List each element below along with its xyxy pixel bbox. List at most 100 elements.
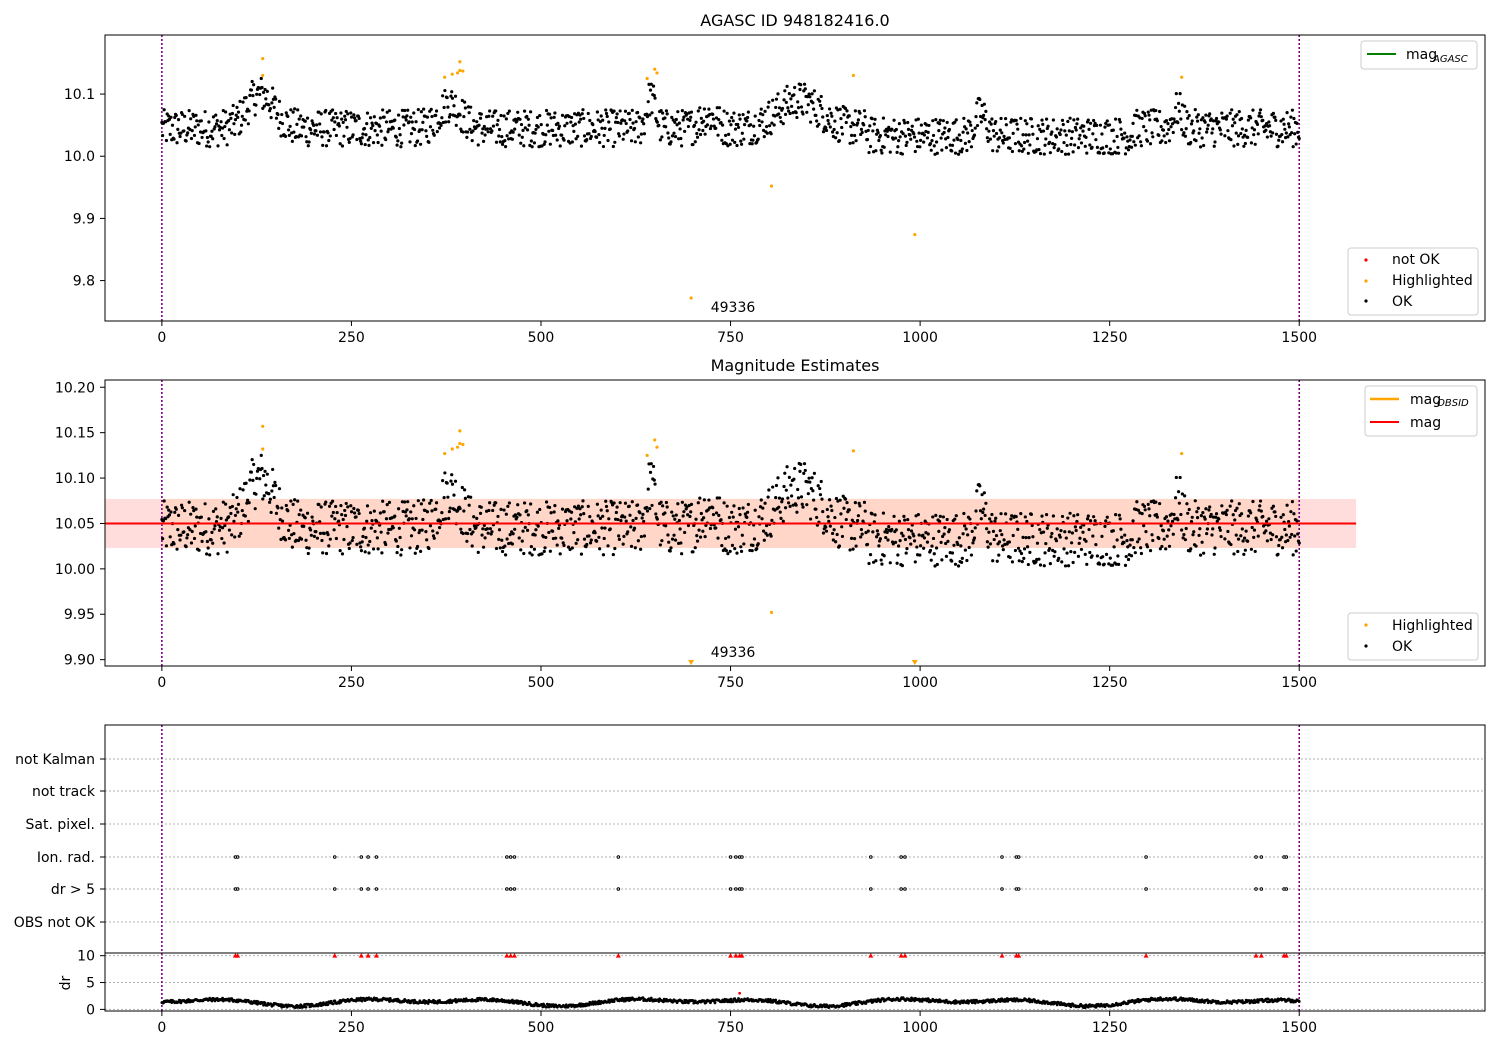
ok-point	[575, 506, 579, 510]
ok-point	[391, 526, 395, 530]
ok-point	[1050, 130, 1054, 134]
ok-point	[666, 533, 670, 537]
dr-point	[302, 1005, 306, 1009]
ok-point	[178, 134, 182, 139]
x-tick-label: 500	[528, 1020, 555, 1036]
ok-point	[1246, 539, 1250, 543]
ok-point	[821, 509, 825, 514]
ok-point	[893, 540, 898, 544]
ok-point	[573, 122, 577, 126]
ok-point	[269, 116, 273, 120]
ok-point	[466, 531, 470, 536]
ok-point	[161, 537, 165, 541]
ok-point	[360, 136, 364, 140]
ok-point	[780, 106, 785, 111]
ok-point	[503, 544, 507, 548]
ok-point	[439, 123, 443, 127]
ok-point	[802, 471, 806, 475]
ok-point	[334, 111, 338, 116]
ok-point	[582, 116, 586, 121]
ok-point	[566, 545, 571, 549]
ok-point	[286, 509, 290, 513]
ok-point	[938, 514, 942, 518]
ok-point	[1161, 128, 1166, 132]
ok-point	[837, 544, 842, 548]
ok-point	[1235, 506, 1239, 510]
ok-point	[783, 506, 788, 510]
ok-point	[471, 530, 475, 534]
ok-point	[326, 131, 330, 135]
ok-point	[1280, 535, 1284, 539]
ok-point	[1267, 120, 1271, 124]
ok-point	[1017, 149, 1021, 153]
ok-point	[405, 508, 409, 512]
highlighted-point	[455, 445, 460, 449]
ok-point	[410, 517, 414, 521]
ok-point	[781, 519, 785, 523]
ok-point	[568, 547, 572, 552]
ok-point	[820, 106, 824, 111]
ok-point	[601, 514, 605, 518]
ok-point	[299, 537, 304, 541]
ok-point	[461, 130, 465, 134]
legend-mag-obsid-label: mag	[1410, 392, 1441, 408]
ok-point	[254, 492, 258, 496]
ok-point	[253, 507, 257, 511]
ok-point	[886, 134, 890, 139]
ok-point	[691, 142, 695, 147]
ok-point	[337, 519, 341, 523]
ok-point	[359, 139, 363, 143]
ok-point	[523, 525, 527, 529]
ok-point	[968, 120, 972, 124]
ok-point	[1095, 123, 1099, 127]
ok-point	[763, 109, 767, 113]
ok-point	[777, 505, 781, 509]
ok-point	[277, 99, 282, 103]
ok-point	[184, 139, 188, 143]
ok-point	[538, 113, 542, 118]
ok-point	[1090, 145, 1094, 149]
ok-point	[601, 144, 606, 149]
ok-point	[1135, 108, 1139, 112]
ok-point	[840, 534, 845, 539]
ok-point	[1185, 110, 1189, 114]
ok-point	[447, 516, 451, 521]
ok-point	[1040, 118, 1044, 122]
ok-point	[1195, 119, 1200, 123]
ok-point	[382, 510, 386, 514]
ok-point	[357, 511, 361, 516]
ok-point	[947, 127, 952, 132]
ok-point	[272, 495, 276, 500]
ok-point	[373, 129, 377, 133]
ok-point	[876, 131, 880, 135]
ok-point	[722, 109, 726, 113]
dr-point	[988, 1000, 992, 1004]
ok-point	[1076, 554, 1081, 558]
ok-point	[1074, 128, 1078, 132]
ok-point	[175, 547, 179, 551]
ok-point	[1026, 562, 1030, 567]
ok-point	[614, 116, 618, 120]
ok-point	[645, 112, 649, 116]
ok-point	[1114, 513, 1118, 517]
panel1-annotation: 49336	[711, 300, 756, 316]
ok-point	[293, 107, 297, 111]
ok-point	[548, 142, 552, 146]
ok-point	[835, 532, 839, 537]
ok-point	[1243, 536, 1247, 540]
ok-point	[802, 462, 807, 466]
ok-point	[1144, 530, 1148, 534]
ok-point	[1261, 514, 1265, 519]
ok-point	[532, 141, 537, 145]
ok-point	[954, 514, 958, 518]
panel4-plot-area	[105, 953, 1485, 1011]
ok-point	[404, 118, 408, 122]
ok-point	[735, 551, 739, 555]
ok-point	[746, 110, 750, 114]
ok-point	[604, 108, 608, 112]
ok-point	[194, 507, 198, 511]
ok-point	[386, 531, 390, 535]
ok-point	[1077, 137, 1081, 141]
ok-point	[1274, 132, 1279, 136]
ok-point	[375, 536, 379, 540]
